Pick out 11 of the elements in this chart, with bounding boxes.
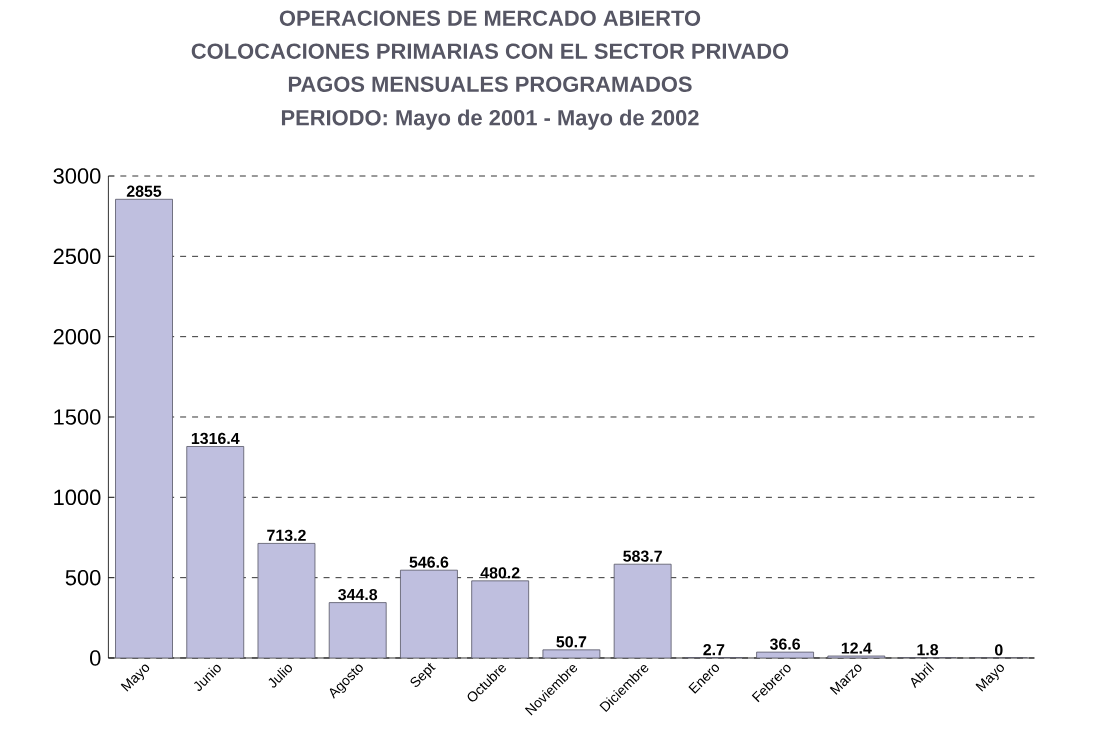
text: PERIODO: Mayo de 2001 - Mayo de 2002 [281,109,699,130]
y-tick-label: 2500 [53,248,101,265]
chart-subtitle: COLOCACIONES PRIMARIAS CON EL SECTOR PRIVADO [191,43,789,59]
y-tick-label: 3000 [53,168,101,184]
y-tick-label: 1500 [54,409,101,425]
y-tick-label: 500 [65,569,101,586]
y-tick-label: 0 [90,650,101,666]
text: PAGOS MENSUALES PROGRAMADOS [288,76,692,92]
y-tick-label: 1000 [54,489,101,506]
y-tick-label: 2000 [53,328,101,345]
chart-title: OPERACIONES DE MERCADO ABIERTO [279,10,701,26]
